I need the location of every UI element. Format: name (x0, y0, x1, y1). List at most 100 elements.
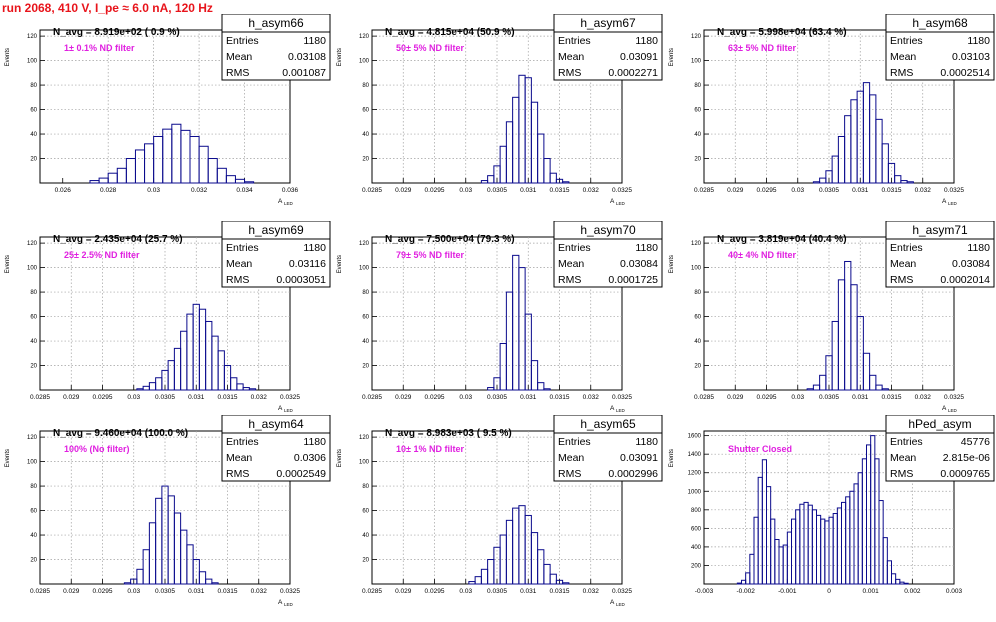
y-tick-label: 60 (30, 509, 37, 515)
stats-value: 1180 (303, 436, 326, 448)
y-tick-label: 100 (27, 266, 38, 272)
stats-value: 0.03091 (620, 452, 658, 464)
stats-title: h_asym69 (248, 223, 304, 237)
y-tick-label: 80 (30, 484, 37, 490)
y-tick-label: 20 (362, 157, 369, 163)
histogram-plot-h-asym71: 0.0285 0.029 0.0295 0.03 0.0305 0.031 0.0315 0.… (669, 221, 995, 413)
histogram-bin (555, 579, 564, 585)
x-tick-label: 0.0325 (944, 394, 964, 401)
histogram-bin (530, 360, 539, 391)
stats-label: Mean (226, 258, 252, 270)
x-tick-label: 0.031 (188, 394, 205, 401)
histogram-bin (236, 383, 244, 391)
x-axis-label-sub: LED (284, 408, 294, 413)
x-tick-label: 0.03 (791, 187, 804, 194)
stats-value: 0.03108 (288, 51, 326, 63)
histogram-bin (537, 382, 545, 391)
y-axis-label: Events (5, 255, 11, 273)
stats-label: RMS (890, 274, 913, 286)
x-tick-label: 0.034 (236, 187, 253, 194)
x-tick-label: 0.029 (395, 588, 412, 595)
stats-label: Entries (558, 35, 591, 47)
stats-value: 45776 (961, 436, 990, 448)
stats-box (553, 221, 663, 288)
stats-value: 0.0002996 (608, 468, 658, 480)
histogram-pad-h-asym66: 0.026 0.028 0.03 0.032 0.034 0.036 20 40 60 80 100… (0, 14, 332, 221)
stats-value: 1180 (635, 35, 658, 47)
navg-label: N_avg = 7.500e+04 (79.3 %) (385, 234, 515, 245)
stats-label: Mean (226, 51, 252, 63)
y-tick-label: 120 (27, 241, 38, 247)
x-tick-label: 0.032 (915, 187, 932, 194)
histogram-bin (906, 181, 914, 184)
stats-value: 0.0306 (294, 452, 326, 464)
x-tick-label: 0.029 (63, 394, 80, 401)
y-tick-label: 1200 (688, 471, 702, 477)
histogram-pad-h-asym70: 0.0285 0.029 0.0295 0.03 0.0305 0.031 0.0315 0.… (332, 221, 664, 428)
stats-value: 0.03084 (952, 258, 990, 270)
stats-value: 0.03116 (289, 258, 326, 270)
filter-annotation: 50± 5% ND filter (396, 43, 464, 53)
histogram-pad-h-asym67: 0.0285 0.029 0.0295 0.03 0.0305 0.031 0.0315 0.… (332, 14, 664, 221)
y-tick-label: 120 (27, 435, 38, 441)
stats-value: 1180 (303, 242, 326, 254)
x-tick-label: 0.029 (395, 187, 412, 194)
histogram-plot-h-asym66: 0.026 0.028 0.03 0.032 0.034 0.036 20 40 60 80 100… (5, 14, 331, 206)
histogram-bin (875, 384, 883, 391)
x-tick-label: 0.0285 (362, 187, 382, 194)
histogram-bin (886, 560, 892, 585)
stats-label: RMS (226, 67, 249, 79)
histogram-pad-h-asym68: 0.0285 0.029 0.0295 0.03 0.0305 0.031 0.0315 0.… (664, 14, 996, 221)
stats-box (221, 14, 331, 81)
y-axis-label: Events (337, 255, 343, 273)
histogram-plot-h-asym64: 0.0285 0.029 0.0295 0.03 0.0305 0.031 0.0315 0.… (5, 415, 331, 607)
filter-annotation: 79± 5% ND filter (396, 250, 464, 260)
y-tick-label: 100 (691, 266, 702, 272)
histogram-bin (562, 582, 570, 585)
y-tick-label: 120 (27, 34, 38, 40)
x-tick-label: 0.0285 (30, 394, 50, 401)
x-tick-label: 0.032 (191, 187, 208, 194)
x-tick-label: 0.0285 (694, 394, 714, 401)
histogram-pad-h-asym71: 0.0285 0.029 0.0295 0.03 0.0305 0.031 0.0315 0.… (664, 221, 996, 428)
stats-value: 0.03091 (620, 51, 658, 63)
stats-title: h_asym70 (580, 223, 636, 237)
stats-value: 1180 (635, 242, 658, 254)
stats-label: RMS (558, 67, 581, 79)
stats-label: Entries (226, 242, 259, 254)
y-tick-label: 40 (362, 132, 369, 138)
stats-label: Entries (558, 436, 591, 448)
y-tick-label: 40 (30, 533, 37, 539)
y-tick-label: 60 (694, 315, 701, 321)
histogram-bin (562, 181, 570, 184)
navg-label: N_avg = 5.998e+04 (63.4 %) (717, 27, 847, 38)
x-tick-label: 0.029 (63, 588, 80, 595)
x-tick-label: 0.032 (583, 394, 600, 401)
stats-title: h_asym65 (580, 417, 636, 431)
y-tick-label: 20 (30, 558, 37, 564)
x-tick-label: 0.029 (395, 394, 412, 401)
x-tick-label: 0.0305 (819, 187, 839, 194)
y-tick-label: 120 (691, 34, 702, 40)
stats-box (885, 14, 995, 81)
stats-label: Mean (890, 258, 916, 270)
x-tick-label: 0.0305 (155, 588, 175, 595)
histogram-bin (244, 181, 255, 184)
x-axis-label-sub: LED (948, 408, 958, 413)
x-tick-label: 0.03 (459, 588, 472, 595)
x-tick-label: 0.0325 (612, 187, 632, 194)
x-tick-label: 0.0305 (487, 187, 507, 194)
x-tick-label: 0.03 (127, 394, 140, 401)
x-tick-label: 0.036 (282, 187, 299, 194)
filter-annotation: 1± 0.1% ND filter (64, 43, 135, 53)
y-tick-label: 20 (694, 157, 701, 163)
stats-label: Mean (558, 452, 584, 464)
histogram-bin (894, 175, 902, 184)
stats-title: h_asym66 (248, 16, 304, 30)
x-tick-label: 0.0305 (487, 394, 507, 401)
filter-annotation: 100% (No filter) (64, 444, 130, 454)
y-tick-label: 20 (362, 558, 369, 564)
y-tick-label: 400 (691, 545, 702, 551)
stats-value: 0.03103 (952, 51, 990, 63)
histogram-pad-hped-asym: -0.003 -0.002 -0.001 0 0.001 0.002 0.003 200 400… (664, 415, 996, 622)
